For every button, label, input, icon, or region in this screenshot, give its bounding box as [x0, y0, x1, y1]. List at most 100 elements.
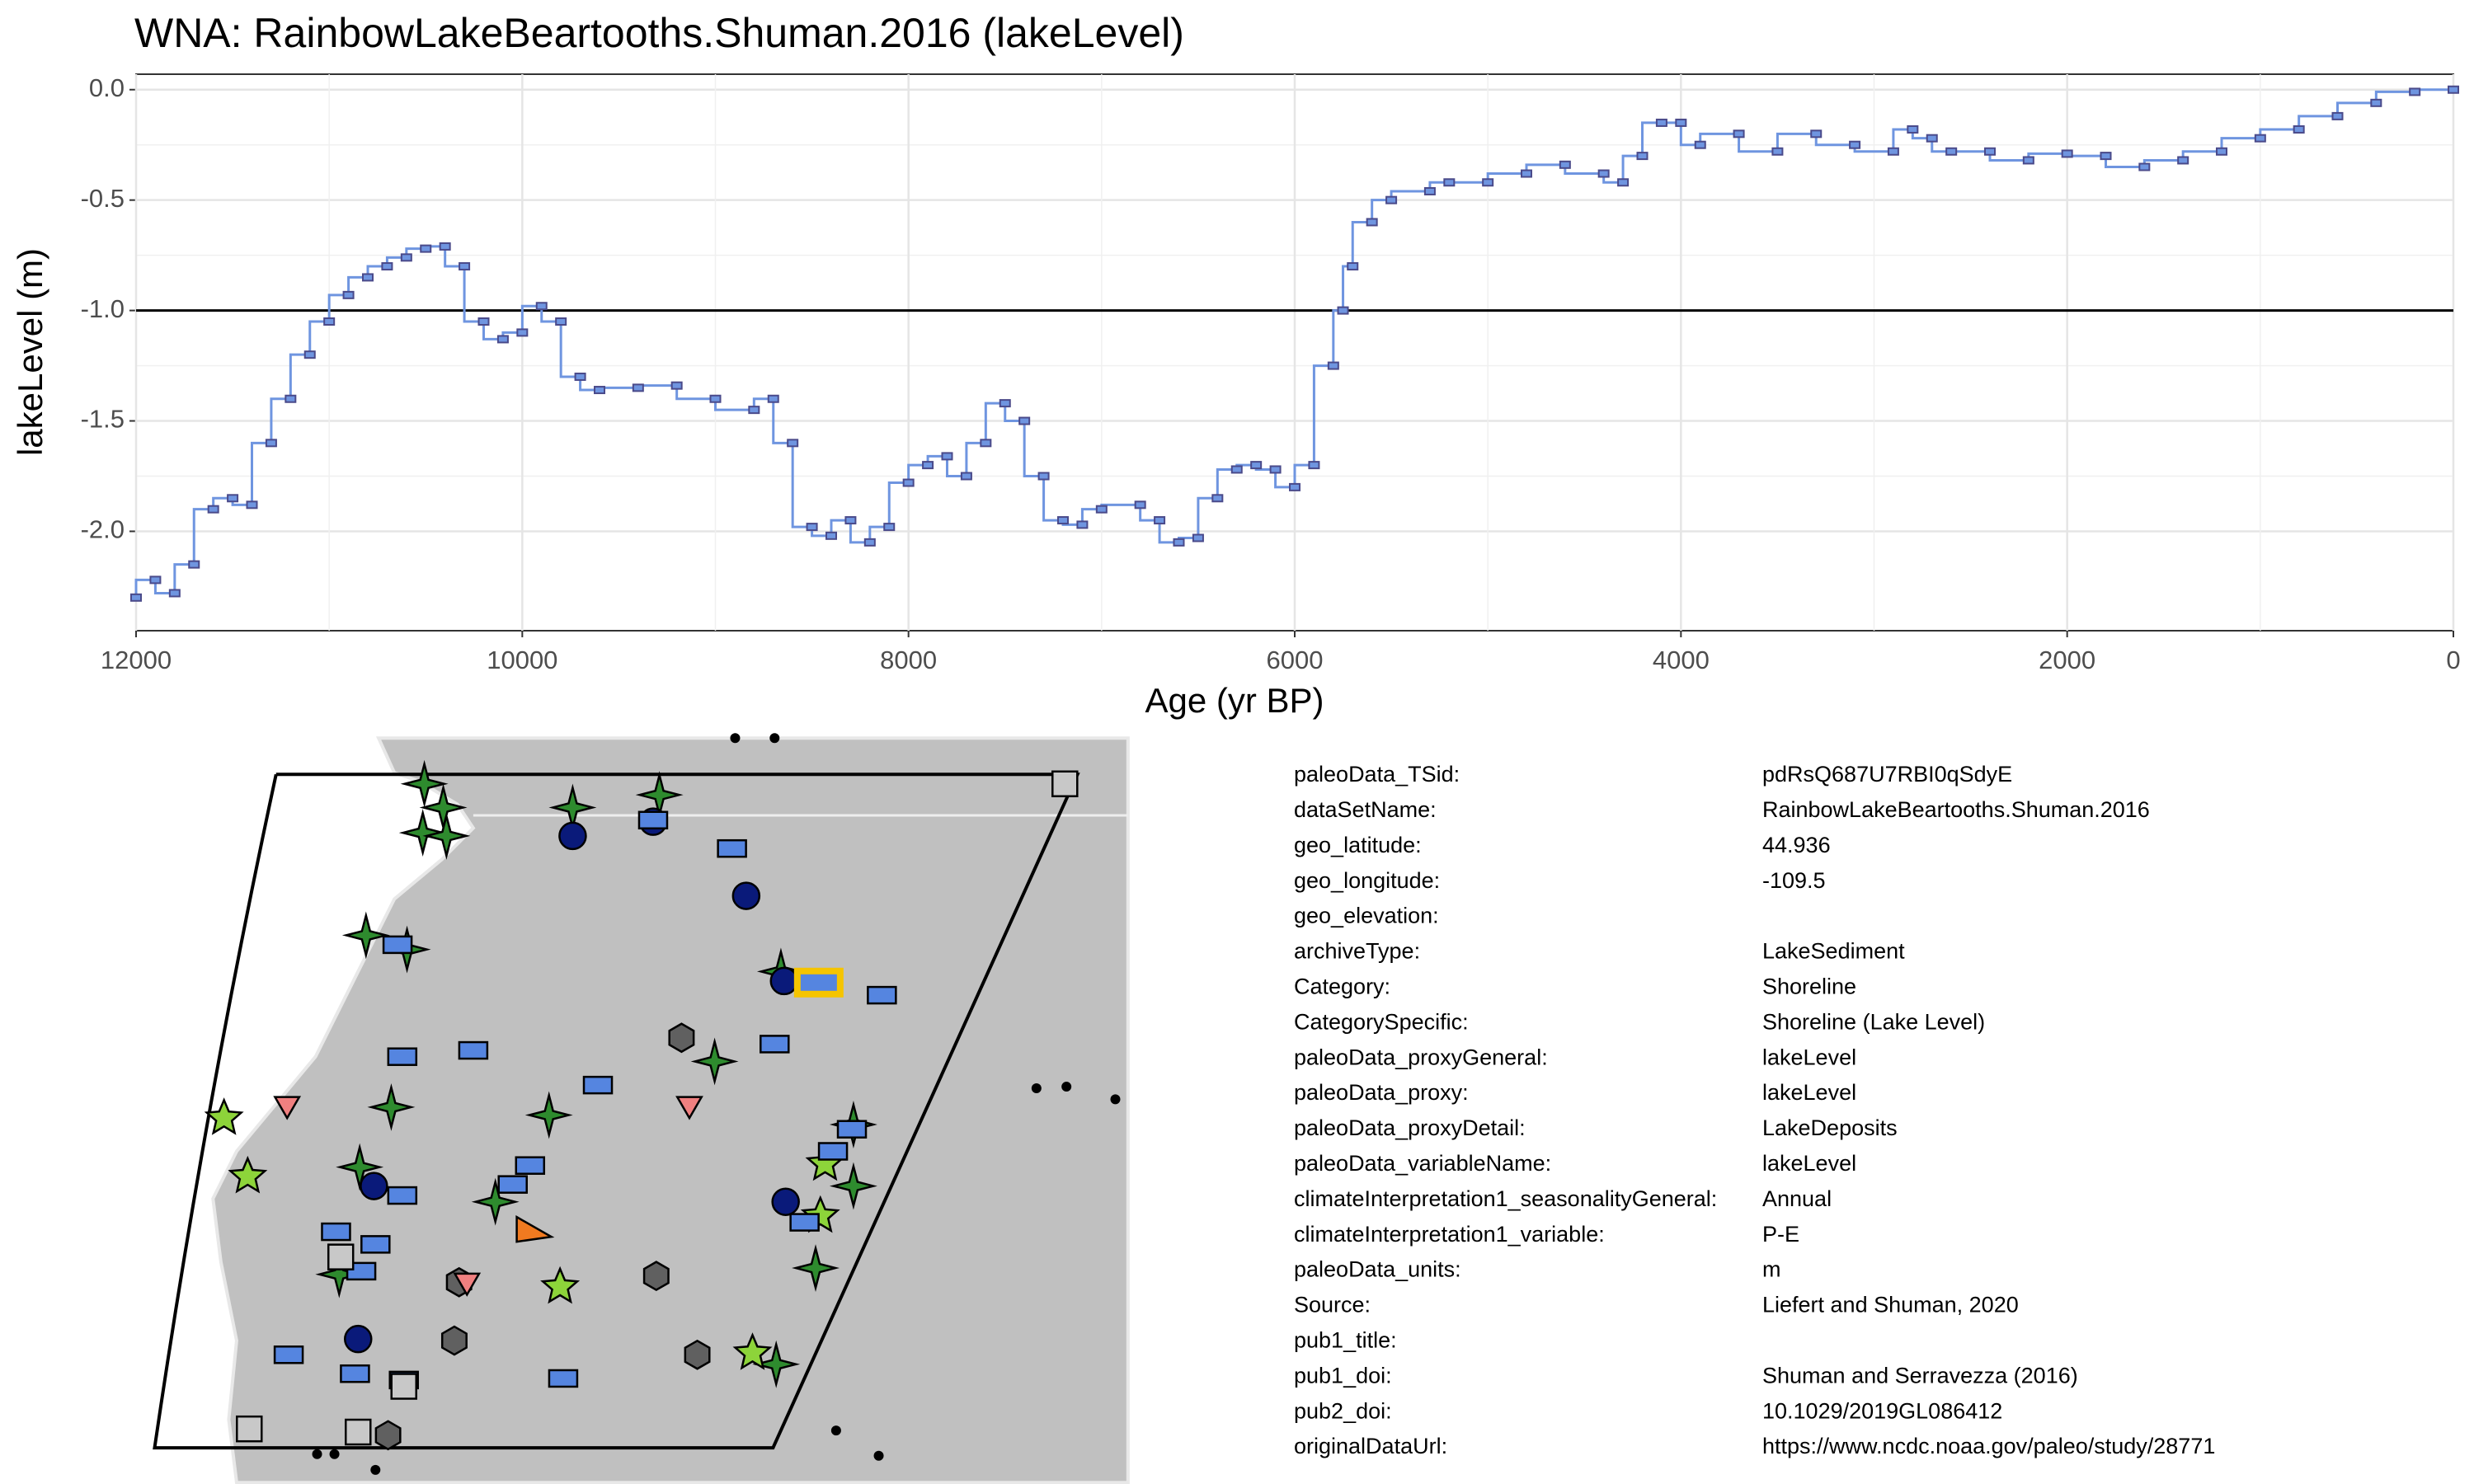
data-point — [459, 262, 471, 271]
dot — [830, 1425, 841, 1436]
x-tick-label: 10000 — [487, 646, 557, 674]
meta-value: RainbowLakeBeartooths.Shuman.2016 — [1762, 797, 2150, 822]
data-point — [999, 399, 1011, 408]
site-marker — [792, 1244, 840, 1293]
y-tick-label: -1.0 — [81, 294, 125, 323]
data-point — [1192, 533, 1204, 542]
site-marker — [204, 1097, 244, 1135]
data-point — [1771, 147, 1784, 156]
data-point — [748, 406, 760, 415]
meta-value: lakeLevel — [1762, 1045, 1856, 1069]
chart-title: WNA: RainbowLakeBeartooths.Shuman.2016 (… — [134, 10, 1184, 56]
data-point — [806, 523, 818, 532]
data-point — [1984, 147, 1996, 156]
data-point — [2331, 111, 2344, 120]
data-point — [149, 575, 162, 585]
site-marker — [273, 1096, 302, 1120]
site-marker — [440, 1325, 468, 1356]
data-point — [1230, 465, 1243, 474]
data-point — [285, 394, 297, 403]
meta-value: LakeSediment — [1762, 939, 1905, 964]
data-point — [2177, 156, 2189, 165]
data-point — [303, 350, 316, 359]
meta-value: https://www.ncdc.noaa.gov/paleo/study/28… — [1762, 1434, 2215, 1458]
dot — [312, 1449, 322, 1459]
data-point — [2409, 87, 2421, 96]
y-tick-label: -2.0 — [81, 515, 125, 544]
site-marker — [400, 759, 449, 808]
data-point — [1887, 147, 1899, 156]
metadata-table: paleoData_TSid: pdRsQ687U7RBI0qSdyE dataSe… — [1294, 762, 2215, 1458]
site-marker — [548, 1369, 579, 1388]
data-point — [941, 452, 953, 461]
dot — [1031, 1082, 1042, 1093]
data-point — [477, 317, 490, 326]
site-marker — [273, 1345, 304, 1364]
y-tick-label: 0.0 — [89, 73, 125, 102]
meta-value: -109.5 — [1762, 868, 1826, 893]
site-marker — [817, 1142, 849, 1161]
data-point — [767, 394, 779, 403]
data-point — [2100, 152, 2112, 161]
meta-value: pdRsQ687U7RBI0qSdyE — [1762, 762, 2012, 787]
site-marker — [390, 1373, 417, 1400]
data-point — [1482, 178, 1494, 187]
data-point — [555, 317, 567, 326]
site-marker — [458, 1040, 489, 1060]
meta-key: pub2_doi: — [1294, 1398, 1392, 1423]
meta-value: Annual — [1762, 1186, 1832, 1211]
site-marker — [731, 881, 761, 910]
site-marker — [321, 1222, 351, 1242]
site-marker — [327, 1243, 355, 1270]
data-point — [1250, 461, 1263, 470]
data-point — [1559, 160, 1571, 169]
data-point — [1308, 461, 1320, 470]
data-point — [1154, 516, 1166, 525]
y-axis-title: lakeLevel (m) — [11, 248, 49, 456]
data-point — [844, 516, 857, 525]
meta-key: geo_latitude: — [1294, 833, 1422, 857]
meta-key: paleoData_proxyGeneral: — [1294, 1045, 1548, 1069]
data-point — [227, 494, 239, 503]
data-point — [2061, 149, 2073, 158]
data-point — [246, 500, 258, 510]
site-marker — [675, 1096, 703, 1120]
data-point — [2370, 98, 2382, 107]
meta-key: archiveType: — [1294, 939, 1420, 964]
site-marker — [228, 1155, 268, 1194]
data-point — [1675, 118, 1687, 127]
data-point — [2022, 156, 2034, 165]
data-point — [1597, 169, 1610, 178]
site-marker — [540, 1266, 581, 1304]
dot — [769, 733, 780, 744]
data-point — [863, 538, 876, 547]
data-point — [1385, 195, 1398, 204]
site-marker — [771, 1187, 800, 1216]
data-point — [1521, 169, 1532, 178]
site-marker — [398, 809, 447, 857]
data-point — [1076, 520, 1089, 529]
data-point — [960, 472, 972, 481]
data-point — [381, 262, 393, 271]
data-point — [1636, 152, 1649, 161]
meta-value: Shoreline — [1762, 974, 1856, 999]
data-point — [709, 394, 722, 403]
meta-key: pub1_title: — [1294, 1328, 1397, 1353]
site-marker — [732, 1332, 773, 1370]
data-point — [342, 290, 355, 299]
data-point — [2293, 124, 2305, 134]
meta-value: 44.936 — [1762, 833, 1831, 857]
meta-key: climateInterpretation1_variable: — [1294, 1222, 1605, 1247]
site-marker — [382, 935, 413, 955]
data-point — [1134, 500, 1146, 510]
x-tick-label: 0 — [2446, 646, 2460, 674]
data-point — [1327, 361, 1339, 370]
x-axis-title: Age (yr BP) — [1145, 681, 1324, 720]
meta-key: climateInterpretation1_seasonalityGenera… — [1294, 1186, 1717, 1211]
meta-value: LakeDeposits — [1762, 1115, 1898, 1140]
data-point — [1655, 118, 1667, 127]
site-marker — [515, 1156, 546, 1175]
meta-key: CategorySpecific: — [1294, 1009, 1469, 1034]
site-marker — [367, 1082, 416, 1131]
data-point — [168, 589, 181, 598]
